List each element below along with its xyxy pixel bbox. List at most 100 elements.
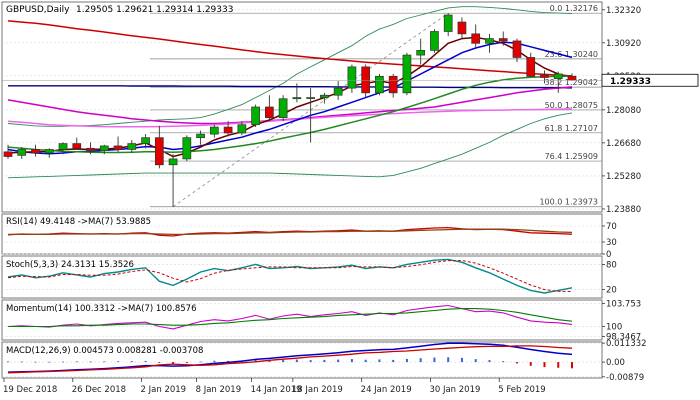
candle-body (168, 158, 178, 166)
macd-histogram-bar (502, 361, 505, 363)
macd-histogram-bar (488, 360, 491, 363)
fib-level-label: 100.0 1.23973 (539, 198, 598, 207)
price-plot-frame (1, 1, 603, 213)
candle-body (31, 149, 40, 154)
x-tick-label: 2 Jan 2019 (141, 385, 187, 395)
candle-body (540, 74, 549, 78)
macd-plot-frame (1, 341, 603, 379)
fib-level-label: 0.0 1.32176 (550, 4, 598, 13)
fib-level-label: 38.2 1.29042 (545, 78, 598, 87)
momentum-plot-frame (1, 299, 603, 341)
x-tick-label: 14 Jan 2019 (251, 385, 302, 395)
macd-histogram-bar (213, 360, 216, 363)
macd-histogram-bar (158, 362, 161, 363)
y-tick-label: 98.3467 (606, 333, 641, 343)
macd-histogram-bar (543, 362, 546, 368)
y-tick-label: 1.23880 (606, 205, 641, 215)
moving-average-line (8, 85, 573, 89)
macd-histogram-bar (172, 362, 175, 365)
y-tick-label: 20 (606, 286, 617, 296)
macd-line (7, 342, 573, 373)
x-tick-label: 26 Dec 2018 (72, 385, 126, 395)
fib-level-label: 61.8 1.27107 (545, 124, 598, 133)
candle-body (154, 137, 164, 166)
bollinger-lower (7, 112, 573, 179)
candle-body (265, 106, 274, 118)
macd-histogram-bar (295, 359, 298, 363)
macd-title: MACD(12,26,9) 0.004573 0.008281 -0.00370… (6, 346, 203, 356)
candle-body (127, 143, 137, 150)
macd-histogram-bar (323, 359, 326, 363)
fib-level-label: 50.0 1.28075 (545, 101, 598, 110)
moving-average-line (7, 108, 573, 128)
candle-body (333, 87, 343, 96)
rsi-panel: 70 30 0 RSI(14) 49.4148 ->MA(7) 53.9885 (1, 213, 617, 260)
candle-body (44, 149, 54, 154)
candle-body (498, 38, 508, 42)
y-tick-label: 0 (606, 250, 611, 260)
y-tick-label: 1.26680 (606, 139, 641, 149)
macd-histogram-bar (460, 357, 463, 363)
macd-histogram-bar (282, 359, 285, 363)
y-tick-label: 103.753 (606, 299, 641, 309)
macd-histogram-bar (405, 358, 408, 363)
macd-histogram-bar (48, 361, 51, 363)
candle-body (471, 33, 481, 44)
candle-body (86, 147, 95, 152)
macd-histogram-bar (433, 357, 436, 363)
candle-body (278, 98, 288, 118)
macd-histogram-bar (89, 361, 92, 363)
candle-body (3, 151, 13, 157)
y-tick-label: 1.32320 (606, 6, 641, 16)
y-tick-label: 100 (606, 322, 622, 332)
candle-body (251, 106, 260, 126)
macd-histogram-bar (199, 361, 202, 363)
macd-histogram-bar (474, 359, 477, 363)
moving-average-line (7, 75, 572, 154)
macd-histogram-bar (447, 357, 450, 363)
x-axis: 19 Dec 2018 26 Dec 2018 2 Jan 2019 8 Jan 20… (3, 378, 546, 395)
rsi-series-line (8, 228, 573, 236)
bollinger-upper (7, 6, 573, 127)
candle-body (292, 97, 302, 100)
y-tick-label: 0.011332 (606, 339, 647, 349)
macd-histogram-bar (557, 362, 560, 368)
last-price-box (601, 73, 699, 87)
candle-body (72, 143, 82, 149)
fib-level-label: 23.6 1.30240 (545, 50, 598, 59)
candle-body (457, 21, 467, 35)
candle-body (306, 97, 315, 99)
candle-body (526, 57, 536, 77)
candle-body (320, 94, 329, 98)
macd-histogram-bar (34, 361, 37, 363)
macd-histogram-bar (7, 361, 9, 363)
macd-histogram-bar (350, 359, 353, 363)
x-tick-label: 8 Jan 2019 (196, 385, 242, 395)
candle-body (99, 145, 109, 152)
stoch-title: Stoch(5,3,3) 24.3131 15.3526 (6, 260, 134, 270)
fib-level-label: 76.4 1.25909 (545, 152, 598, 161)
macd-histogram-bar (144, 360, 147, 363)
candle-body (58, 143, 68, 150)
stoch-plot-frame (1, 255, 603, 299)
candle-body (209, 126, 219, 135)
y-tick-label: 80 (606, 260, 617, 270)
macd-histogram-bar (130, 361, 133, 363)
momentum-title: Momentum(14) 100.3312 ->MA(7) 100.8576 (6, 304, 196, 314)
y-tick-label: 0.00 (606, 358, 625, 368)
macd-histogram-bar (117, 361, 120, 363)
macd-histogram-bar (62, 361, 65, 363)
macd-histogram-bar (529, 362, 532, 366)
candle-body (182, 137, 192, 160)
candle-body (361, 66, 371, 94)
y-tick-label: 1.25280 (606, 172, 641, 182)
macd-panel: 0.011332 0.00 -0.00879 MACD(12,26,9) 0.0045… (1, 339, 647, 383)
macd-histogram-bar (103, 361, 106, 363)
macd-histogram-bar (20, 361, 23, 363)
macd-histogram-bar (268, 360, 271, 363)
macd-histogram-bar (419, 358, 422, 363)
macd-histogram-bar (309, 360, 312, 363)
y-tick-label: 1.30920 (606, 39, 641, 49)
